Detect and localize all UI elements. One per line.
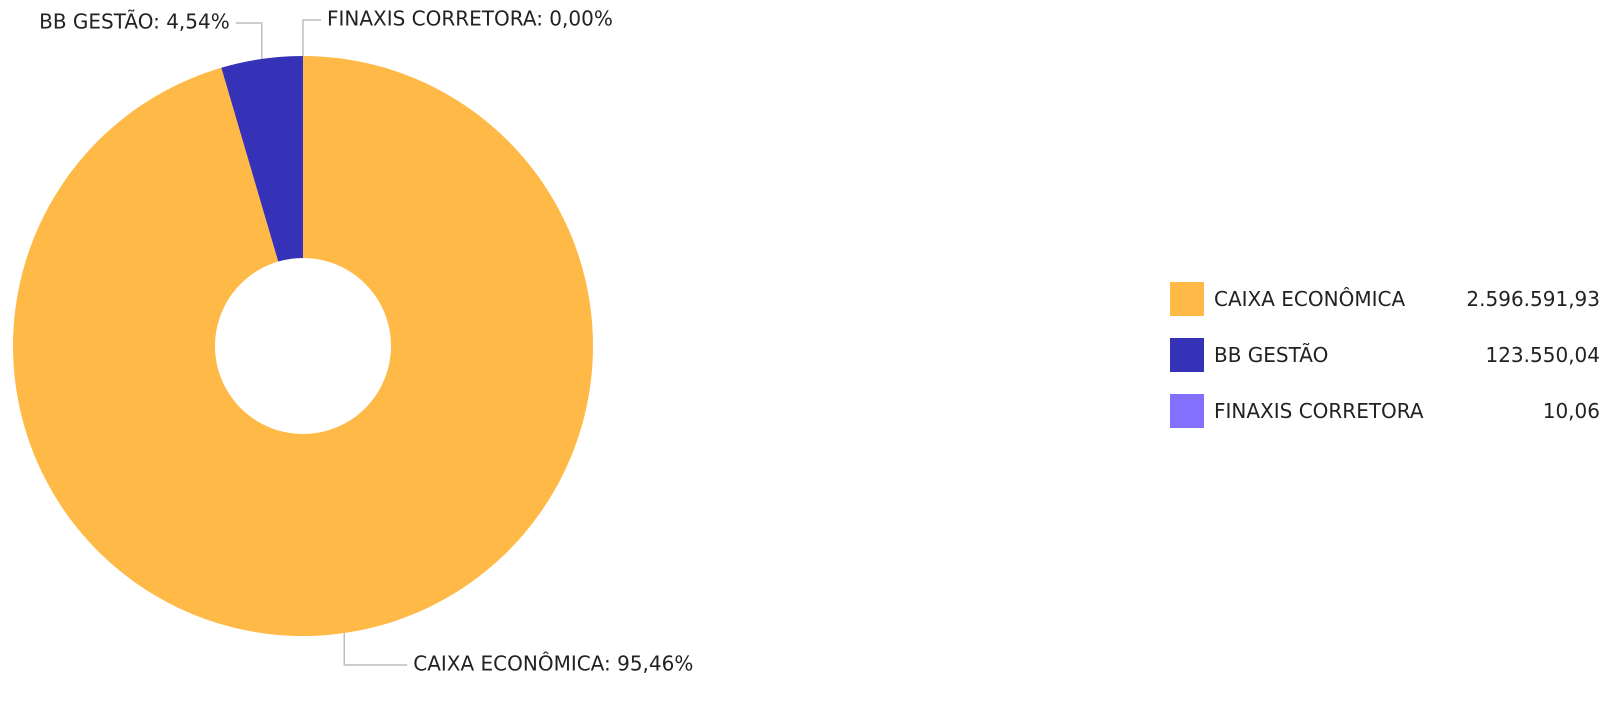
legend-item-bb-gestao[interactable]: BB GESTÃO 123.550,04 xyxy=(1170,338,1600,372)
legend-item-finaxis-corretora[interactable]: FINAXIS CORRETORA 10,06 xyxy=(1170,394,1600,428)
slice-labels: CAIXA ECONÔMICA: 95,46% BB GESTÃO: 4,54% F… xyxy=(39,7,693,676)
legend-label: CAIXA ECONÔMICA xyxy=(1214,287,1406,311)
legend-swatch-bb-gestao xyxy=(1170,338,1204,372)
legend-item-caixa-economica[interactable]: CAIXA ECONÔMICA 2.596.591,93 xyxy=(1170,282,1600,316)
legend-label: FINAXIS CORRETORA xyxy=(1214,399,1424,423)
slice-label-caixa-economica: CAIXA ECONÔMICA: 95,46% xyxy=(413,652,693,676)
chart-legend: CAIXA ECONÔMICA 2.596.591,93 BB GESTÃO 1… xyxy=(1170,282,1600,450)
leader-line-finaxis-corretora xyxy=(302,19,321,56)
legend-label: BB GESTÃO xyxy=(1214,343,1329,367)
legend-value: 10,06 xyxy=(1542,399,1600,423)
legend-swatch-caixa-economica xyxy=(1170,282,1204,316)
leader-line-bb-gestao xyxy=(235,22,263,59)
slice-bb-gestao[interactable] xyxy=(221,56,303,262)
slice-label-finaxis-corretora: FINAXIS CORRETORA: 0,00% xyxy=(327,7,613,31)
slice-caixa-economica[interactable] xyxy=(13,56,594,637)
donut-slices xyxy=(13,56,594,637)
legend-swatch-finaxis-corretora xyxy=(1170,394,1204,428)
slice-leader-lines xyxy=(235,19,408,666)
legend-value: 2.596.591,93 xyxy=(1466,287,1600,311)
slice-label-bb-gestao: BB GESTÃO: 4,54% xyxy=(39,9,230,33)
legend-value: 123.550,04 xyxy=(1485,343,1600,367)
leader-line-caixa-economica xyxy=(343,633,408,666)
